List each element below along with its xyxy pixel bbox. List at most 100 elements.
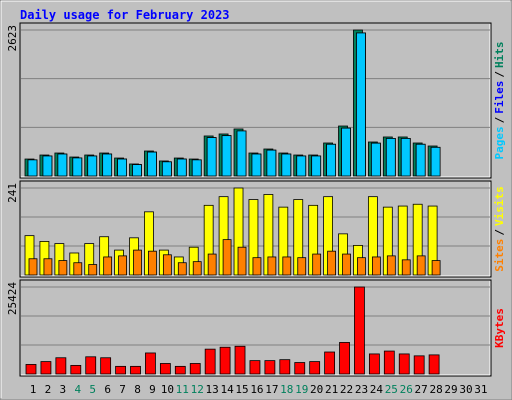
legend: Pages / Files / Hits [493,42,506,160]
x-tick-label: 14 [220,383,234,396]
bar [251,153,262,177]
x-tick-label: 13 [206,383,219,396]
bar [162,254,172,276]
bar [118,255,127,276]
bar [413,355,425,375]
bar [282,256,292,276]
x-tick-label: 7 [119,383,126,396]
bar [72,157,83,177]
y-tick-label: 241 [6,183,19,203]
x-tick-label: 3 [60,383,67,396]
bar [312,253,322,276]
bar [207,253,217,276]
x-tick-label: 12 [191,383,204,396]
bar [174,365,186,375]
x-tick-label: 1 [30,383,37,396]
bar [356,32,366,177]
bar [206,137,217,177]
bar [386,255,396,276]
bar [219,346,231,375]
y-tick-label: 25424 [6,282,19,315]
bar [103,256,113,276]
bar [266,149,277,177]
bar [341,127,351,177]
x-tick-label: 8 [134,383,141,396]
x-tick-label: 27 [415,383,428,396]
bar [279,359,291,375]
bar [100,357,112,375]
bar [311,155,322,177]
bar [234,345,246,375]
bar [431,260,441,276]
bar [102,153,113,177]
bar [401,259,411,276]
x-tick-label: 5 [89,383,96,396]
bar [416,255,426,276]
bar [192,261,202,276]
bar [73,262,83,276]
bar [189,363,201,375]
bar [354,286,365,375]
bar [117,158,127,177]
bar [147,151,157,177]
legend-separator: / [493,116,506,123]
bar [357,257,366,276]
bar [430,146,441,177]
x-tick-label: 19 [295,383,308,396]
bar [428,354,440,375]
legend-entry: Sites [493,239,506,272]
panel [19,22,492,179]
bar [204,348,216,375]
bar [115,365,126,375]
bar [43,258,53,276]
bar [370,142,381,177]
bar [70,364,82,375]
bar [145,352,156,375]
bar [132,164,142,177]
legend-separator: / [493,229,506,236]
x-tick-label: 26 [400,383,413,396]
bar [342,253,351,276]
bar [87,155,98,177]
bar [400,138,411,177]
bar [57,153,68,177]
bar [237,246,247,276]
x-tick-label: 21 [325,383,338,396]
bar [191,159,202,177]
y-tick-label: 2623 [6,25,19,52]
x-tick-label: 23 [355,383,368,396]
x-tick-label: 6 [104,383,111,396]
x-tick-label: 25 [385,383,398,396]
x-tick-label: 4 [74,383,81,396]
panel [19,279,492,377]
legend-entry: Visits [493,186,506,226]
legend-entry: KBytes [493,308,506,348]
bar [249,360,261,375]
bar [58,260,68,276]
bar [161,161,172,177]
bar [368,353,380,375]
bar [267,256,277,276]
bar [371,256,381,276]
bar [385,138,396,177]
bar [327,250,337,276]
bar [130,365,141,375]
bar [383,350,395,375]
bar [85,356,97,375]
bar [177,262,187,276]
chart-title: Daily usage for February 2023 [20,8,230,22]
x-tick-label: 29 [444,383,457,396]
bar [133,249,142,276]
x-tick-label: 17 [265,383,278,396]
legend: Sites / Visits [493,186,506,272]
legend-entry: Files [493,81,506,114]
bar [296,155,307,177]
bar [264,360,276,375]
bar [294,362,306,375]
bar [148,250,157,276]
bar [40,361,52,375]
bar [25,364,37,375]
bar [326,143,337,177]
x-tick-label: 28 [429,383,442,396]
